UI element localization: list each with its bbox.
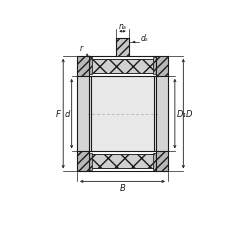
Polygon shape (77, 57, 89, 172)
Polygon shape (152, 58, 155, 75)
Polygon shape (77, 152, 89, 172)
Text: D: D (185, 110, 191, 119)
Text: d: d (65, 110, 70, 119)
Polygon shape (155, 57, 167, 76)
Polygon shape (152, 153, 155, 170)
Text: B: B (119, 183, 125, 192)
Polygon shape (155, 152, 167, 172)
Text: r: r (79, 44, 82, 53)
Polygon shape (92, 60, 152, 74)
Text: dₛ: dₛ (140, 34, 148, 43)
Polygon shape (155, 57, 167, 172)
Polygon shape (89, 153, 92, 170)
Polygon shape (89, 76, 155, 152)
Polygon shape (92, 155, 152, 169)
Polygon shape (116, 39, 128, 57)
Text: nₐ: nₐ (118, 22, 126, 30)
Text: D₁: D₁ (176, 110, 185, 119)
Polygon shape (77, 57, 89, 76)
Polygon shape (89, 58, 92, 75)
Text: F: F (56, 110, 61, 119)
